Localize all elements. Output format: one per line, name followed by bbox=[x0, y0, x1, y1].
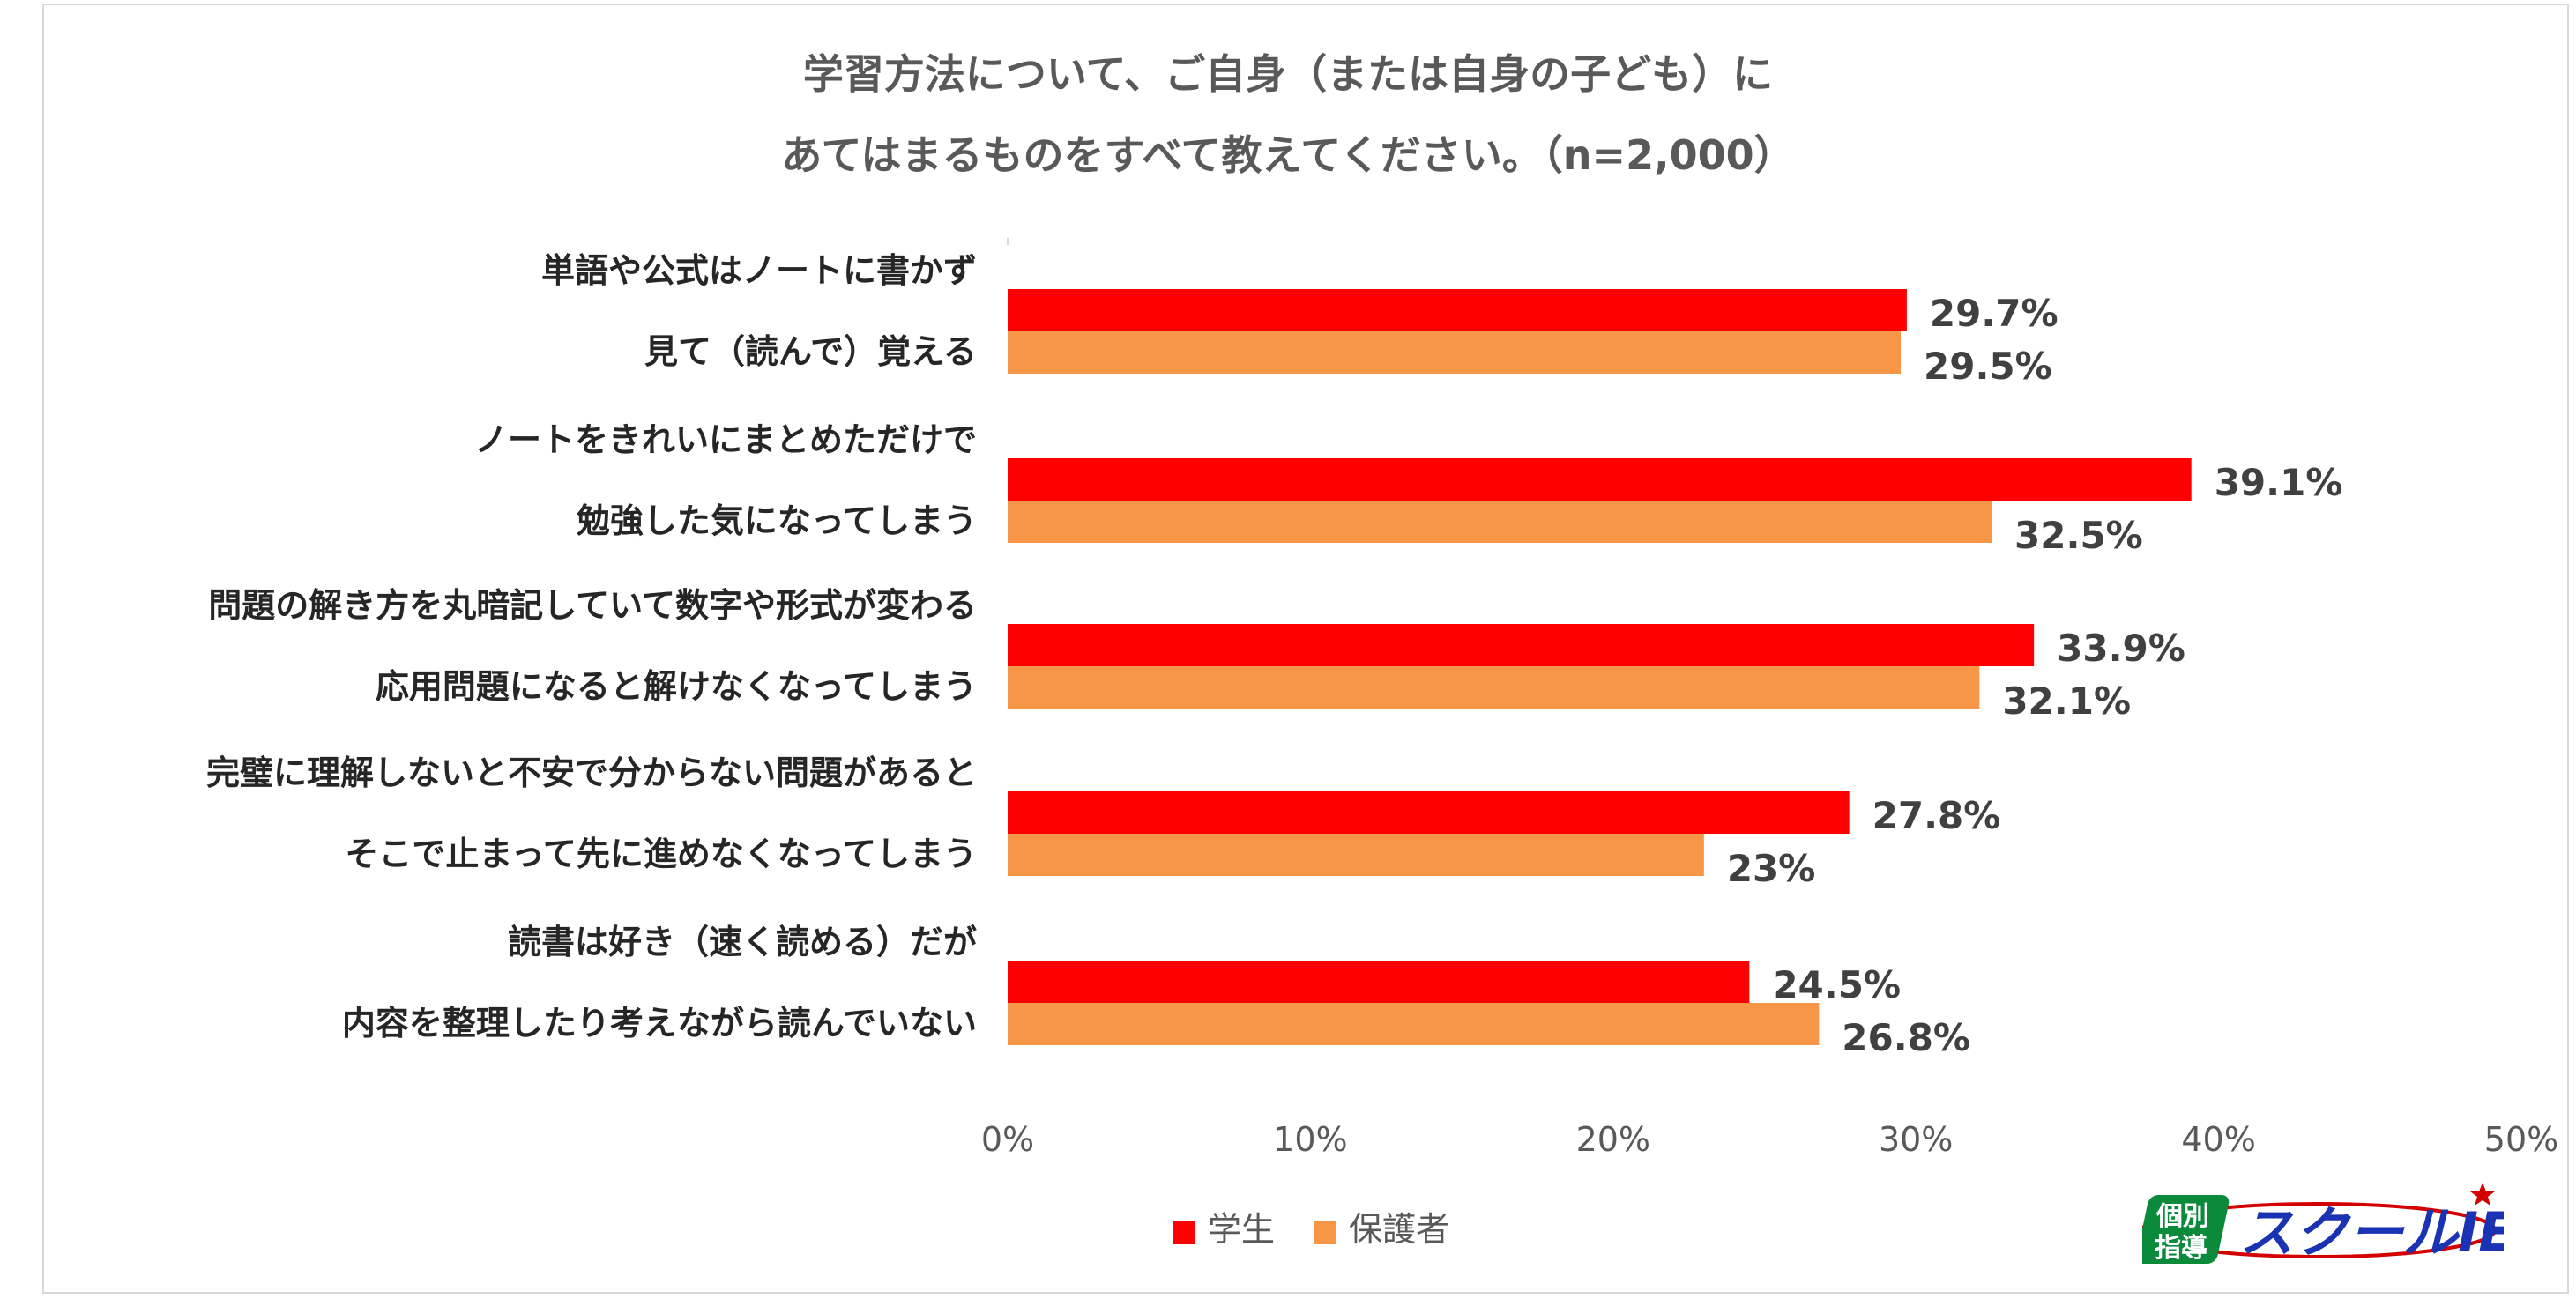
data-label: 33.9% bbox=[2057, 627, 2185, 670]
x-axis-ticks: 0% 10% 20% 30% 40% 50% bbox=[981, 1120, 2558, 1159]
svg-text:スクールIE: スクールIE bbox=[2239, 1200, 2504, 1265]
x-tick-label: 50% bbox=[2484, 1120, 2558, 1159]
legend-swatch bbox=[1314, 1221, 1336, 1244]
bar bbox=[1008, 289, 1907, 331]
data-label: 24.5% bbox=[1772, 963, 1901, 1006]
category-label: そこで止まって先に進めなくなってしまう bbox=[345, 835, 977, 873]
bar bbox=[1008, 1003, 1820, 1045]
data-label: 26.8% bbox=[1842, 1016, 1970, 1059]
legend: 学生 保護者 bbox=[1173, 1210, 1449, 1249]
x-tick-label: 20% bbox=[1576, 1120, 1650, 1159]
data-label: 23% bbox=[1727, 847, 1816, 890]
category-label: 読書は好き（速く読める）だが bbox=[508, 923, 977, 961]
bar bbox=[1008, 961, 1750, 1003]
legend-label: 保護者 bbox=[1349, 1210, 1449, 1249]
category-labels: 単語や公式はノートに書かず見て（読んで）覚えるノートをきれいにまとめただけで勉強… bbox=[206, 251, 977, 1043]
data-label: 39.1% bbox=[2215, 461, 2343, 504]
svg-text:個別: 個別 bbox=[2155, 1201, 2209, 1232]
chart-title-line-1: 学習方法について、ご自身（または自身の子ども）に bbox=[802, 50, 1774, 98]
category-label: 内容を整理したり考えながら読んでいない bbox=[342, 1004, 977, 1043]
bar bbox=[1008, 458, 2192, 501]
category-label: 問題の解き方を丸暗記していて数字や形式が変わる bbox=[208, 586, 977, 625]
category-label: 完璧に理解しないと不安で分からない問題があると bbox=[206, 753, 977, 792]
bar bbox=[1008, 501, 1992, 543]
legend-swatch bbox=[1173, 1221, 1195, 1244]
category-label: 応用問題になると解けなくなってしまう bbox=[376, 667, 977, 706]
data-label: 32.5% bbox=[2014, 514, 2143, 557]
data-label: 27.8% bbox=[1872, 794, 2001, 837]
school-ie-logo: 個別 指導 スクールIE bbox=[2142, 1183, 2504, 1265]
category-label: 勉強した気になってしまう bbox=[576, 501, 977, 540]
x-tick-label: 30% bbox=[1879, 1120, 1953, 1159]
data-label: 29.7% bbox=[1930, 292, 2059, 335]
bar bbox=[1008, 666, 1980, 709]
bar bbox=[1008, 331, 1902, 374]
bar bbox=[1008, 624, 2035, 666]
x-tick-label: 10% bbox=[1273, 1120, 1347, 1159]
bars-layer: 29.7% 29.5% 39.1% 32.5% 33.9% 32.1% 27.8% 23% 24… bbox=[1008, 289, 2342, 1059]
svg-text:指導: 指導 bbox=[2155, 1233, 2207, 1264]
x-tick-label: 40% bbox=[2181, 1120, 2255, 1159]
x-tick-label: 0% bbox=[981, 1120, 1034, 1159]
bar bbox=[1008, 834, 1704, 876]
category-label: 単語や公式はノートに書かず bbox=[541, 251, 977, 290]
legend-label: 学生 bbox=[1208, 1210, 1275, 1249]
data-label: 29.5% bbox=[1924, 345, 2052, 388]
data-label: 32.1% bbox=[2002, 679, 2131, 723]
chart-title-line-2: あてはまるものをすべて教えてください。（n=2,000） bbox=[781, 131, 1795, 179]
bar bbox=[1008, 791, 1850, 834]
category-label: ノートをきれいにまとめただけで bbox=[474, 420, 977, 459]
category-label: 見て（読んで）覚える bbox=[644, 332, 977, 371]
